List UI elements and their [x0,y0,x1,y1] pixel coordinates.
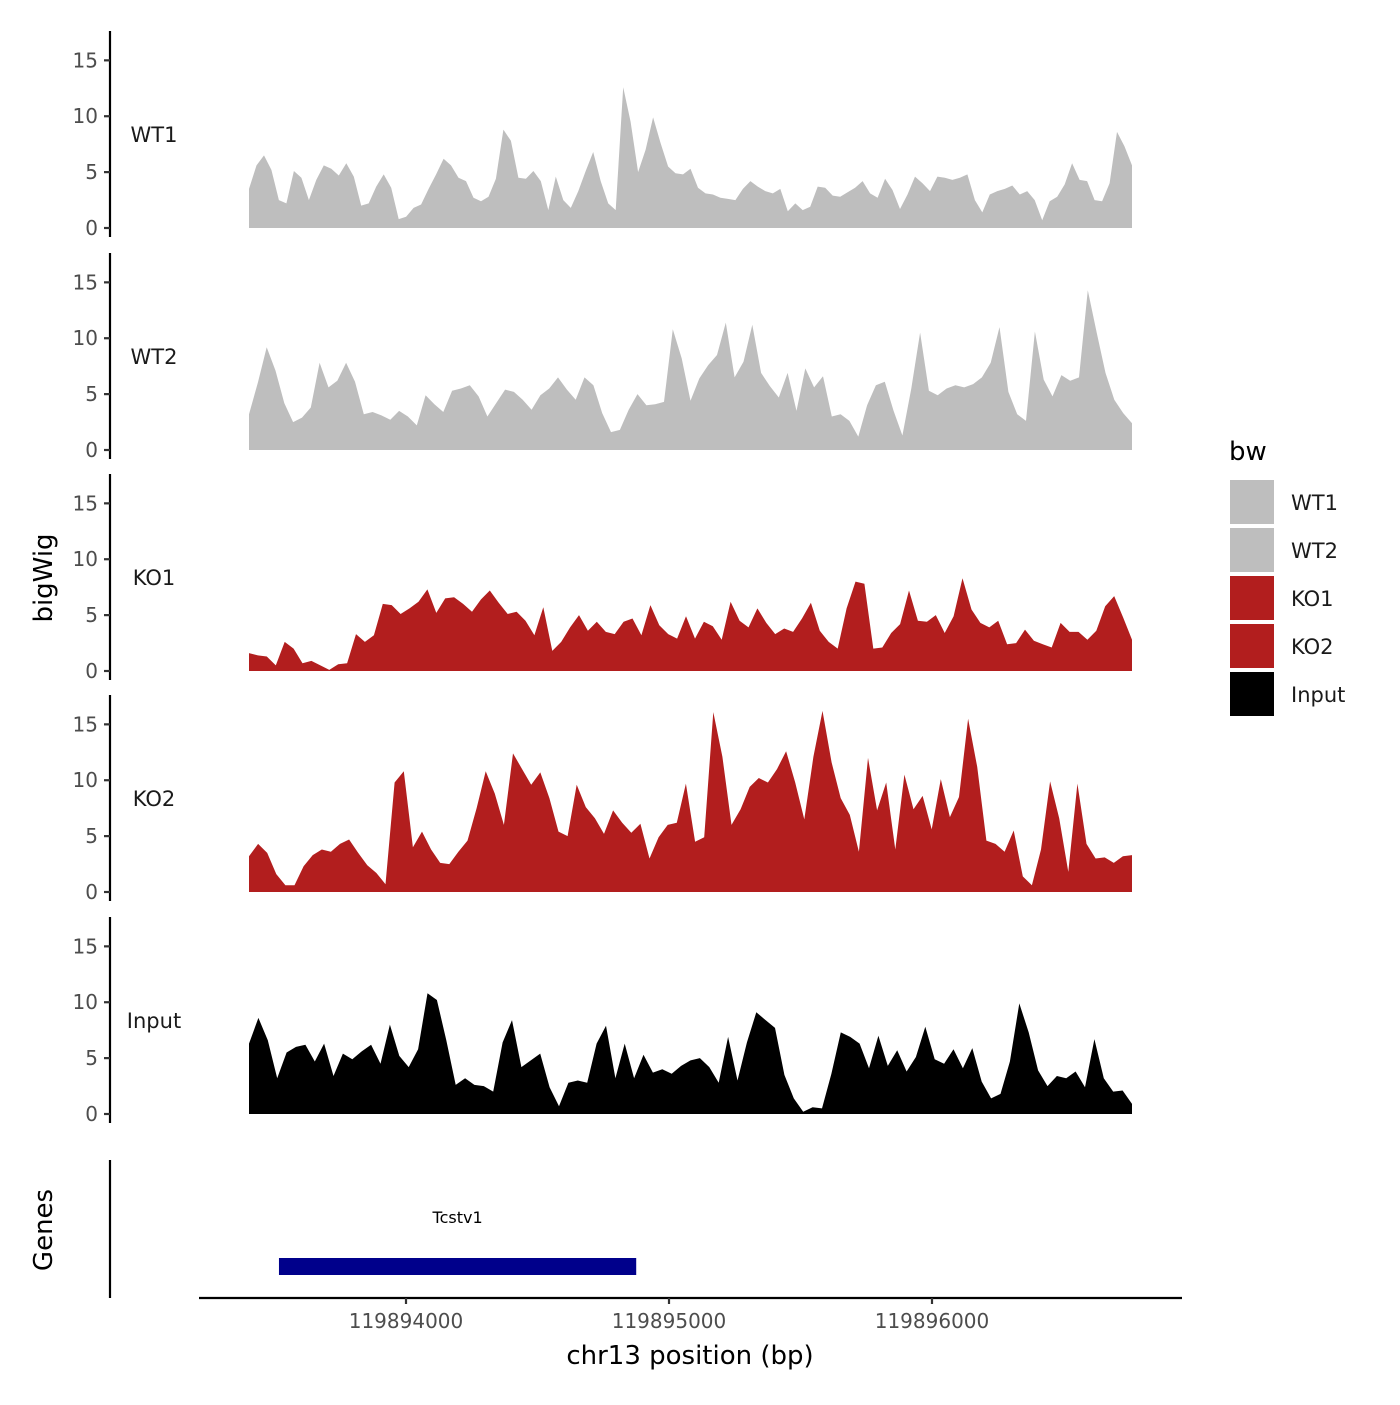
gene-label: Tcstv1 [432,1208,483,1227]
y-tick-label: 0 [85,216,98,240]
y-tick-label: 0 [85,438,98,462]
track-ko1: 0 5 10 15 KO1 [73,474,1132,683]
track-label: KO1 [133,566,176,590]
legend-swatch [1230,672,1274,716]
y-tick-label: 15 [73,270,98,294]
legend-label: WT2 [1291,539,1338,563]
legend-item-wt1: WT1 [1230,480,1338,524]
gene-body [278,1258,637,1275]
legend-label: WT1 [1291,491,1338,515]
coverage-tracks: 0 5 10 15 WT1 0 5 10 15 WT2 0 5 10 15 KO1 0 5 10 15 KO2 0 5 10… [73,31,1132,1126]
x-tick-label: 119895000 [612,1309,727,1333]
y-tick-label: 5 [85,160,98,184]
track-wt2: 0 5 10 15 WT2 [73,253,1132,462]
legend: bw WT1 WT2 KO1 KO2 Input [1229,437,1345,716]
y-tick-label: 5 [85,382,98,406]
coverage-area-wt2 [249,290,1132,450]
legend-item-ko2: KO2 [1230,624,1334,668]
y-tick-label: 15 [73,48,98,72]
track-ko2: 0 5 10 15 KO2 [73,695,1132,904]
coverage-area-ko2 [249,710,1132,892]
y-tick-label: 5 [85,1046,98,1070]
track-input: 0 5 10 15 Input [73,917,1132,1126]
y-tick-label: 10 [73,768,98,792]
x-axis: 119894000 119895000 119896000 [199,1296,1182,1333]
y-tick-label: 5 [85,824,98,848]
gene-track-title: Genes [29,1189,59,1271]
y-tick-label: 0 [85,880,98,904]
y-tick-label: 10 [73,990,98,1014]
x-tick-label: 119896000 [875,1309,990,1333]
legend-swatch [1230,624,1274,668]
legend-title: bw [1229,437,1267,467]
y-tick-label: 15 [73,934,98,958]
track-label: Input [127,1009,181,1033]
legend-item-wt2: WT2 [1230,528,1338,572]
track-label: WT2 [131,345,178,369]
x-axis-title: chr13 position (bp) [566,1341,813,1371]
coverage-area-wt1 [249,87,1132,228]
legend-swatch [1230,528,1274,572]
y-tick-label: 15 [73,491,98,515]
y-tick-label: 5 [85,603,98,627]
legend-item-ko1: KO1 [1230,576,1334,620]
x-tick-label: 119894000 [349,1309,464,1333]
y-tick-label: 15 [73,712,98,736]
track-label: WT1 [131,123,178,147]
y-tick-label: 10 [73,547,98,571]
gene-track-panel: Tcstv1 [108,1160,637,1298]
y-tick-label: 10 [73,326,98,350]
gene-tcstv1: Tcstv1 [278,1208,637,1275]
y-tick-label: 0 [85,1102,98,1126]
legend-swatch [1230,576,1274,620]
legend-swatch [1230,480,1274,524]
legend-item-input: Input [1230,672,1345,716]
y-tick-label: 10 [73,104,98,128]
track-wt1: 0 5 10 15 WT1 [73,31,1132,240]
legend-label: KO1 [1291,587,1334,611]
coverage-area-ko1 [249,578,1132,671]
legend-label: Input [1291,683,1345,707]
y-tick-label: 0 [85,659,98,683]
legend-label: KO2 [1291,635,1334,659]
track-label: KO2 [133,787,176,811]
coverage-area-input [249,993,1132,1114]
y-axis-title: bigWig [29,533,59,622]
